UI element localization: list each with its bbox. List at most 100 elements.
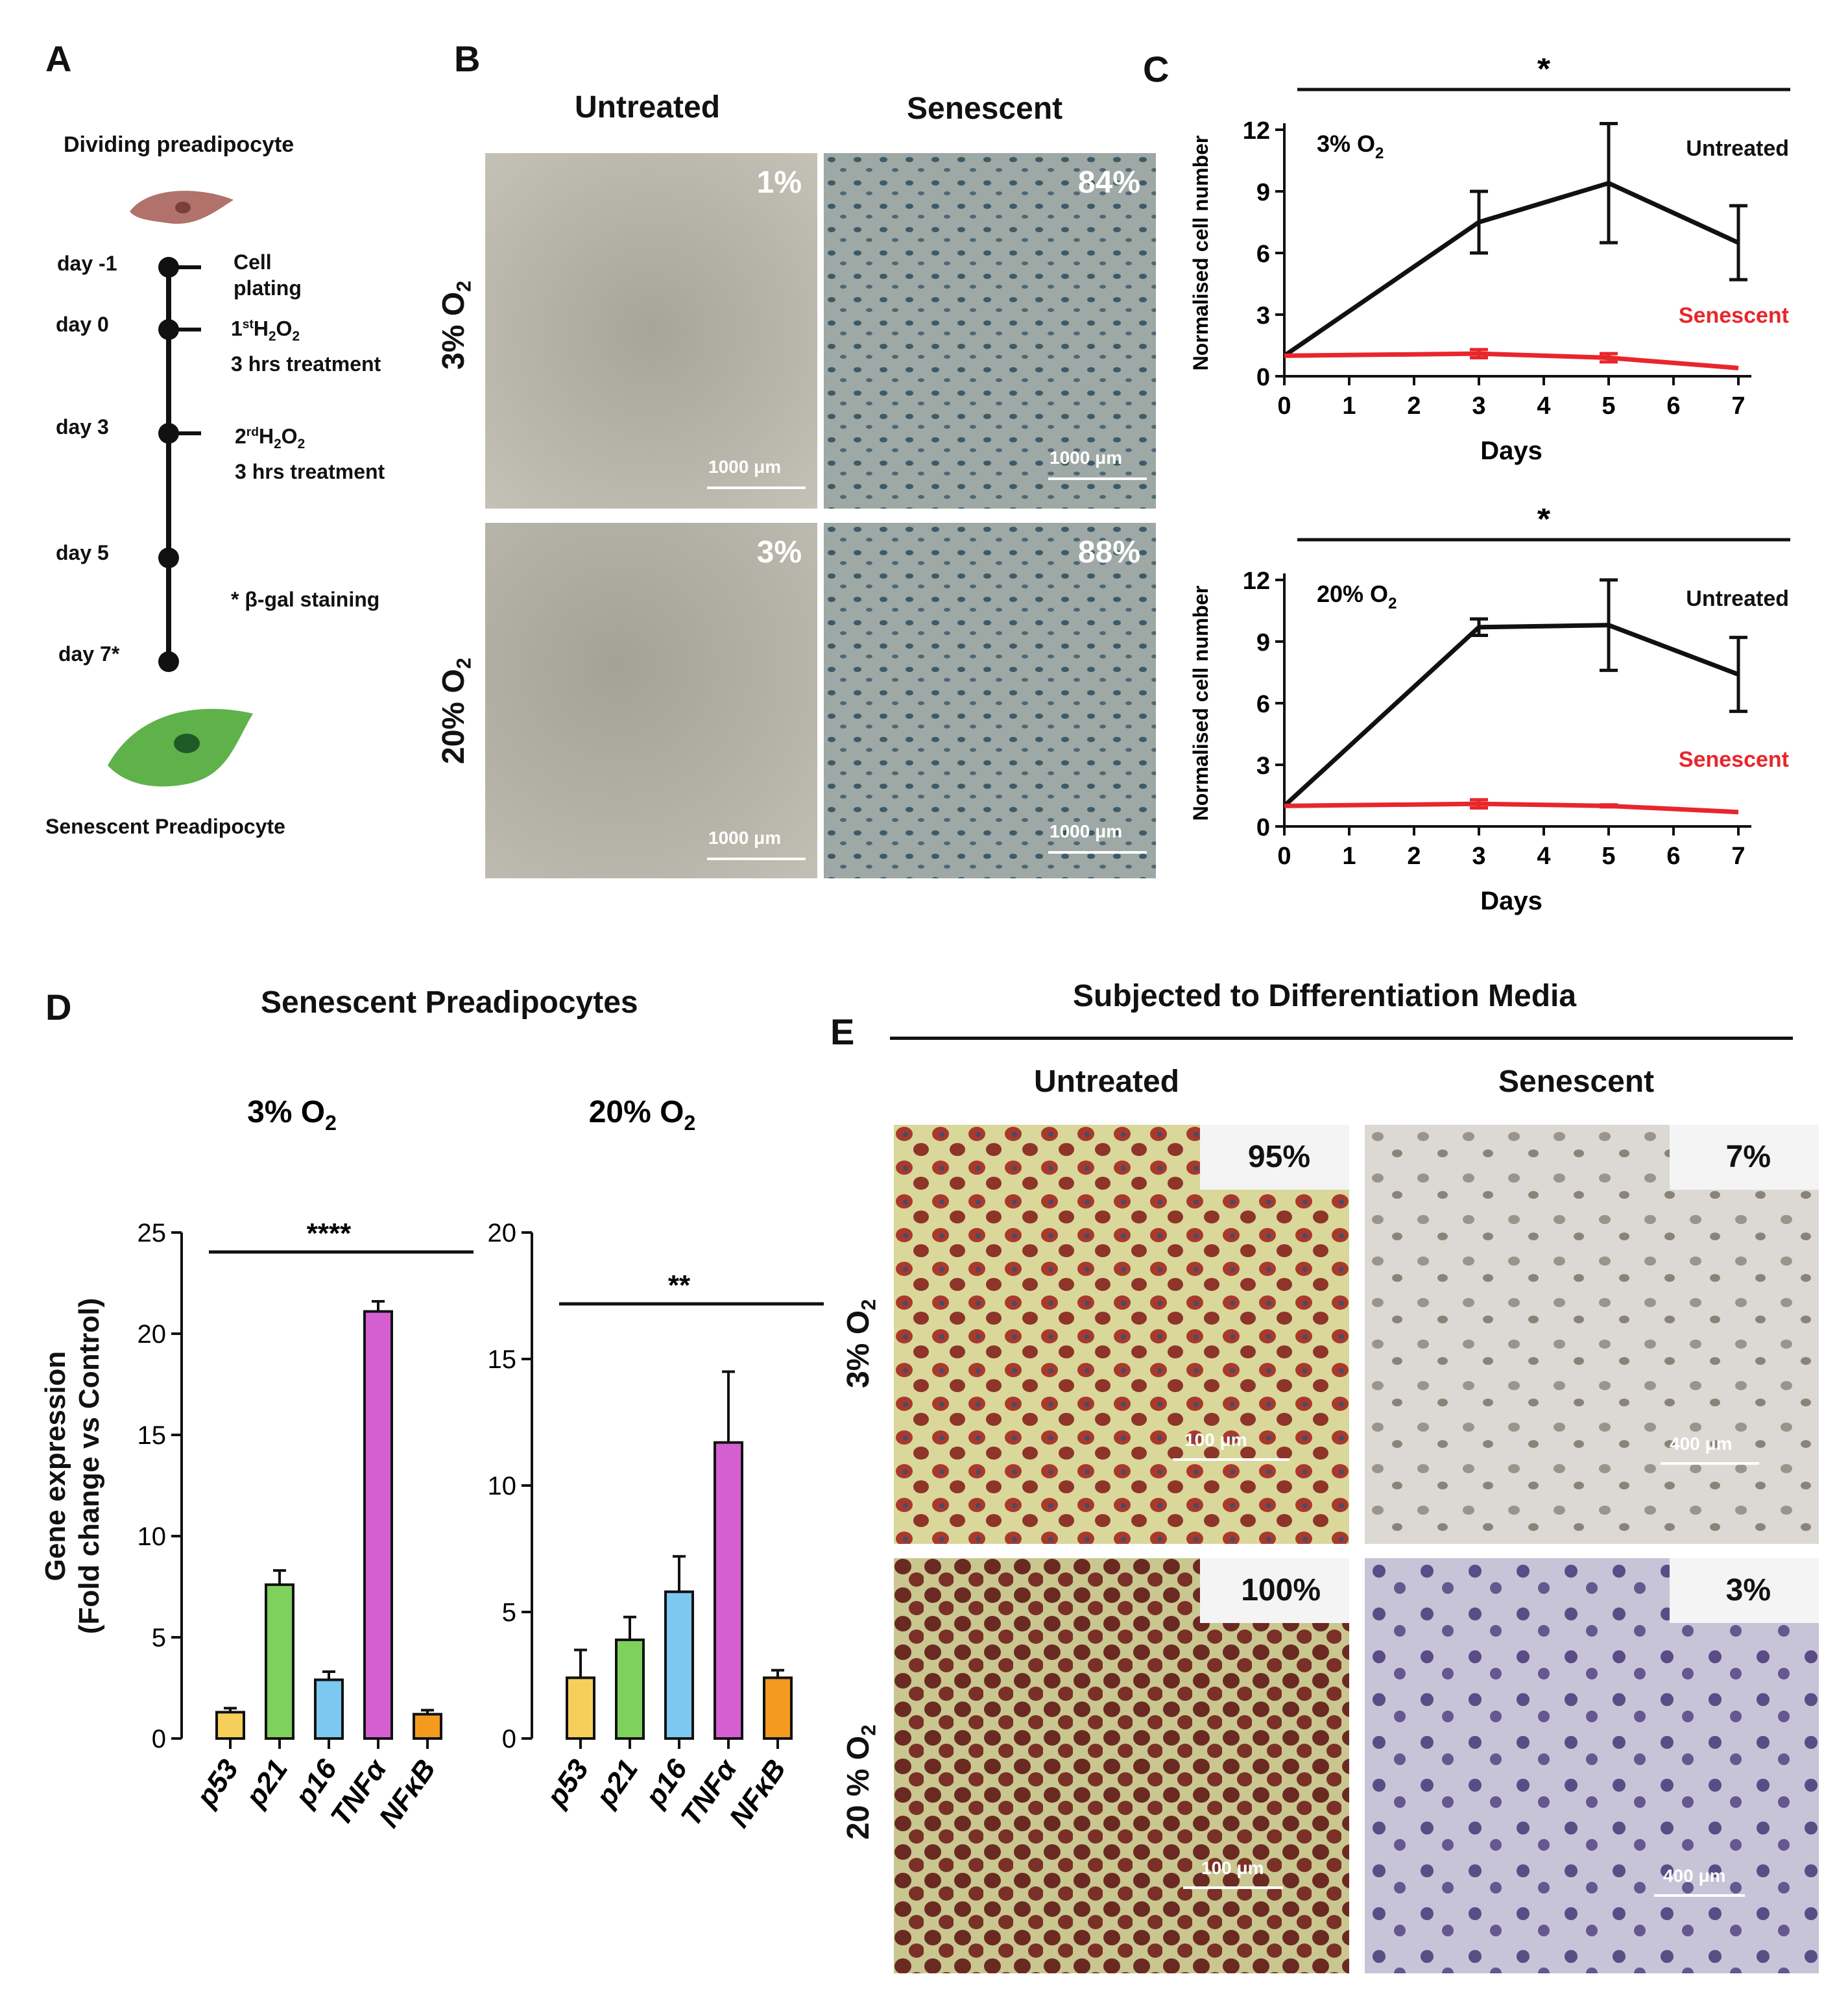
- grey-stain-texture: [1365, 1125, 1819, 1544]
- scale-bar: [707, 487, 806, 489]
- y-axis-label: Normalised cell number: [1189, 136, 1212, 371]
- x-axis-label: Days: [1480, 887, 1542, 915]
- scale-bar: [1048, 851, 1147, 854]
- percent-box: [1200, 1558, 1349, 1623]
- micrograph-untreated-3pct: 95% 100 μm: [894, 1125, 1349, 1544]
- y-tick-label: 0: [1256, 814, 1270, 841]
- stained-cells-texture: [824, 523, 1156, 878]
- panel-b-letter: B: [454, 38, 481, 79]
- column-label-untreated: Untreated: [1034, 1065, 1180, 1099]
- event-cell-plating: Cell plating: [234, 249, 302, 301]
- purple-stain-texture: [1365, 1558, 1819, 1973]
- panel-d-letter: D: [45, 987, 72, 1028]
- staining-note: * β-gal staining: [231, 588, 380, 611]
- series-line: [1284, 801, 1739, 815]
- event-line: 1stH2O2: [231, 317, 300, 344]
- event-line: 3 hrs treatment: [231, 352, 381, 376]
- percent-box: [1200, 1125, 1349, 1190]
- day-label: day -1: [57, 252, 117, 275]
- x-tick-label: 4: [1537, 843, 1550, 870]
- day-label: day 0: [56, 313, 109, 336]
- percent-label: 95%: [1247, 1140, 1310, 1174]
- scale-bar-label: 1000 μm: [708, 828, 782, 848]
- dividing-preadipocyte-label: Dividing preadipocyte: [64, 132, 294, 157]
- y-tick-label: 5: [502, 1598, 516, 1627]
- percent-label: 100%: [1241, 1573, 1321, 1607]
- x-tick-label: 1: [1342, 392, 1356, 420]
- x-tick-label: 3: [1472, 392, 1485, 420]
- micrograph-untreated-20pct: 3% 1000 μm: [485, 523, 817, 878]
- panel-d-title: Senescent Preadipocytes: [261, 985, 638, 1020]
- micrograph-senescent-3pct: 84% 1000 μm: [824, 153, 1156, 509]
- oil-red-stain-texture: [894, 1558, 1349, 1973]
- scale-bar-label: 100 μm: [1201, 1858, 1264, 1878]
- y-tick-label: 10: [488, 1472, 517, 1500]
- bar: [413, 1713, 442, 1740]
- event-line: 2rdH2O2: [235, 424, 306, 452]
- percent-label: 3%: [1725, 1573, 1771, 1607]
- y-tick-label: 3: [1256, 752, 1270, 780]
- oil-red-stain-texture: [894, 1125, 1349, 1544]
- percent-label: 84%: [1077, 165, 1140, 200]
- x-tick-label: 0: [1277, 843, 1291, 870]
- x-tick-label: p21: [239, 1754, 294, 1813]
- percent-box: [1670, 1558, 1819, 1623]
- panel-c-letter: C: [1143, 49, 1170, 90]
- event-line: plating: [234, 276, 302, 300]
- series-label: Senescent: [1679, 303, 1789, 328]
- x-tick-label: 2: [1407, 843, 1421, 870]
- event-first-treatment: 1stH2O2 3 hrs treatment: [231, 311, 381, 378]
- x-tick-label: 7: [1731, 843, 1745, 870]
- x-axis-label: Days: [1480, 437, 1542, 465]
- scale-bar-label: 1000 μm: [1050, 821, 1123, 841]
- x-tick-label: 5: [1602, 392, 1615, 420]
- x-tick-label: 0: [1277, 392, 1291, 420]
- column-label-senescent: Senescent: [1498, 1065, 1655, 1099]
- day-label: day 3: [56, 415, 109, 439]
- micrograph-senescent-3pct: 7% 400 μm: [1365, 1125, 1819, 1544]
- y-tick-label: 15: [488, 1345, 517, 1374]
- x-tick-label: 6: [1666, 392, 1680, 420]
- x-tick-label: p21: [590, 1754, 644, 1813]
- y-tick-label: 6: [1256, 691, 1270, 718]
- scale-bar: [1654, 1894, 1745, 1897]
- micrograph-senescent-20pct: 3% 400 μm: [1365, 1558, 1819, 1973]
- y-label-line: Gene expression: [40, 1351, 71, 1582]
- y-tick-label: 12: [1243, 568, 1270, 595]
- panel-e-title: Subjected to Differentiation Media: [1073, 979, 1577, 1013]
- y-axis-label: Normalised cell number: [1189, 586, 1212, 821]
- column-label-senescent: Senescent: [907, 91, 1063, 126]
- y-tick-label: 20: [488, 1219, 517, 1247]
- y-tick-label: 12: [1243, 117, 1270, 145]
- y-tick-label: 0: [502, 1725, 516, 1753]
- y-label-line: (Fold change vs Control): [73, 1297, 105, 1635]
- series-label: Untreated: [1686, 586, 1789, 611]
- x-tick-label: 3: [1472, 843, 1485, 870]
- panel-e-letter: E: [830, 1011, 855, 1052]
- event-line: 3 hrs treatment: [235, 460, 385, 484]
- timeline-diagram: [158, 257, 201, 672]
- panel-e-divider: [890, 1037, 1793, 1040]
- x-tick-label: 2: [1407, 392, 1421, 420]
- scale-bar-label: 100 μm: [1184, 1430, 1247, 1450]
- x-tick-label: 6: [1666, 843, 1680, 870]
- scale-bar-label: 400 μm: [1670, 1434, 1733, 1454]
- series-label: Untreated: [1686, 136, 1789, 161]
- bar: [314, 1678, 344, 1740]
- scale-bar: [1183, 1886, 1283, 1889]
- x-tick-label: p53: [190, 1754, 245, 1813]
- chart-title: 3% O2: [1317, 130, 1384, 162]
- percent-label: 1%: [756, 165, 802, 200]
- senescent-cell-icon: [108, 708, 253, 787]
- percent-label: 88%: [1077, 535, 1140, 570]
- chart-title: 20% O2: [589, 1095, 696, 1135]
- x-tick-label: 7: [1731, 392, 1745, 420]
- bar: [763, 1676, 793, 1740]
- scale-bar: [1661, 1462, 1759, 1465]
- panel-a-letter: A: [45, 38, 72, 79]
- event-line: Cell: [234, 250, 272, 274]
- x-tick-label: 5: [1602, 843, 1615, 870]
- y-tick-label: 0: [152, 1725, 166, 1753]
